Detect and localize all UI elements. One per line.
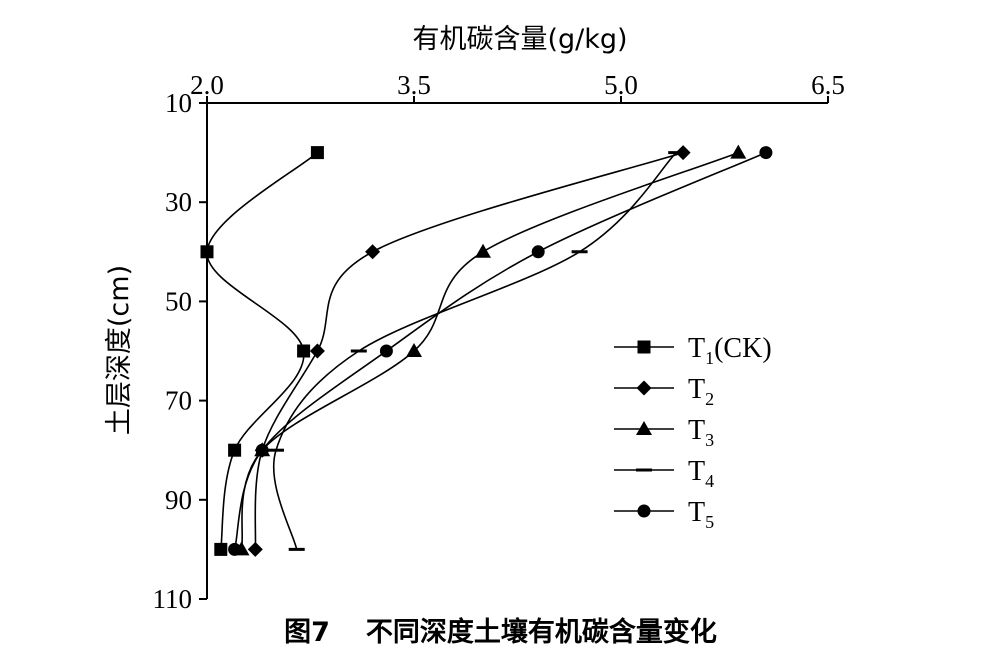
data-point-circle xyxy=(759,146,773,160)
series-t1-ck- xyxy=(200,146,324,556)
series-t4 xyxy=(268,151,685,551)
data-point-square xyxy=(214,542,228,556)
legend-item: T3 xyxy=(614,415,714,450)
series-t2 xyxy=(247,145,691,557)
data-point-square xyxy=(297,344,311,358)
series-line xyxy=(254,151,684,550)
legend-item: T1(CK) xyxy=(614,333,772,368)
legend-item: T5 xyxy=(614,497,714,532)
series-t3 xyxy=(233,144,747,556)
legend-label: T2 xyxy=(688,374,714,409)
data-point-square xyxy=(228,443,242,457)
series-layer xyxy=(200,144,773,557)
y-axis-label: 土层深度(cm) xyxy=(104,265,135,435)
legend: T1(CK) T2 T3 T4 T5 xyxy=(614,333,772,532)
data-point-triangle xyxy=(406,343,422,357)
y-tick-label: 50 xyxy=(165,286,192,316)
axes: 2.0 3.5 5.0 6.5 10 30 50 70 90 110 xyxy=(153,70,845,614)
data-point-diamond xyxy=(636,380,652,396)
x-tick-label: 2.0 xyxy=(190,70,224,100)
figure-caption: 图7 不同深度土壤有机碳含量变化 xyxy=(0,610,1001,649)
y-tick-label: 70 xyxy=(165,386,192,416)
x-axis-label: 有机碳含量(g/kg) xyxy=(412,24,627,55)
legend-label: T1(CK) xyxy=(688,333,772,368)
data-point-square xyxy=(200,245,214,259)
y-tick-label: 30 xyxy=(165,187,192,217)
series-line xyxy=(272,152,677,550)
data-point-circle xyxy=(637,504,651,518)
data-point-circle xyxy=(379,344,393,358)
legend-label: T5 xyxy=(688,497,714,532)
data-point-circle xyxy=(531,245,545,259)
data-point-circle xyxy=(255,443,269,457)
data-point-diamond xyxy=(247,541,263,557)
figure-caption-text: 不同深度土壤有机碳含量变化 xyxy=(365,617,717,648)
x-tick-label: 3.5 xyxy=(397,70,431,100)
data-point-diamond xyxy=(309,343,325,359)
series-line xyxy=(233,151,767,550)
series-t5 xyxy=(228,146,773,556)
y-tick-label: 110 xyxy=(153,584,193,614)
figure-label: 图7 xyxy=(284,617,330,648)
legend-label: T4 xyxy=(688,456,714,491)
data-point-triangle xyxy=(636,421,652,435)
legend-label: T3 xyxy=(688,415,714,450)
data-point-square xyxy=(637,340,651,354)
y-tick-label: 90 xyxy=(165,485,192,515)
data-point-circle xyxy=(228,542,242,556)
x-tick-label: 6.5 xyxy=(811,70,845,100)
data-point-triangle xyxy=(730,144,747,159)
data-point-triangle xyxy=(475,243,491,258)
legend-item: T4 xyxy=(614,456,714,491)
data-point-square xyxy=(310,146,324,160)
legend-item: T2 xyxy=(614,374,714,409)
data-point-diamond xyxy=(365,244,381,260)
y-tick-label: 10 xyxy=(165,88,192,118)
x-tick-label: 5.0 xyxy=(604,70,638,100)
